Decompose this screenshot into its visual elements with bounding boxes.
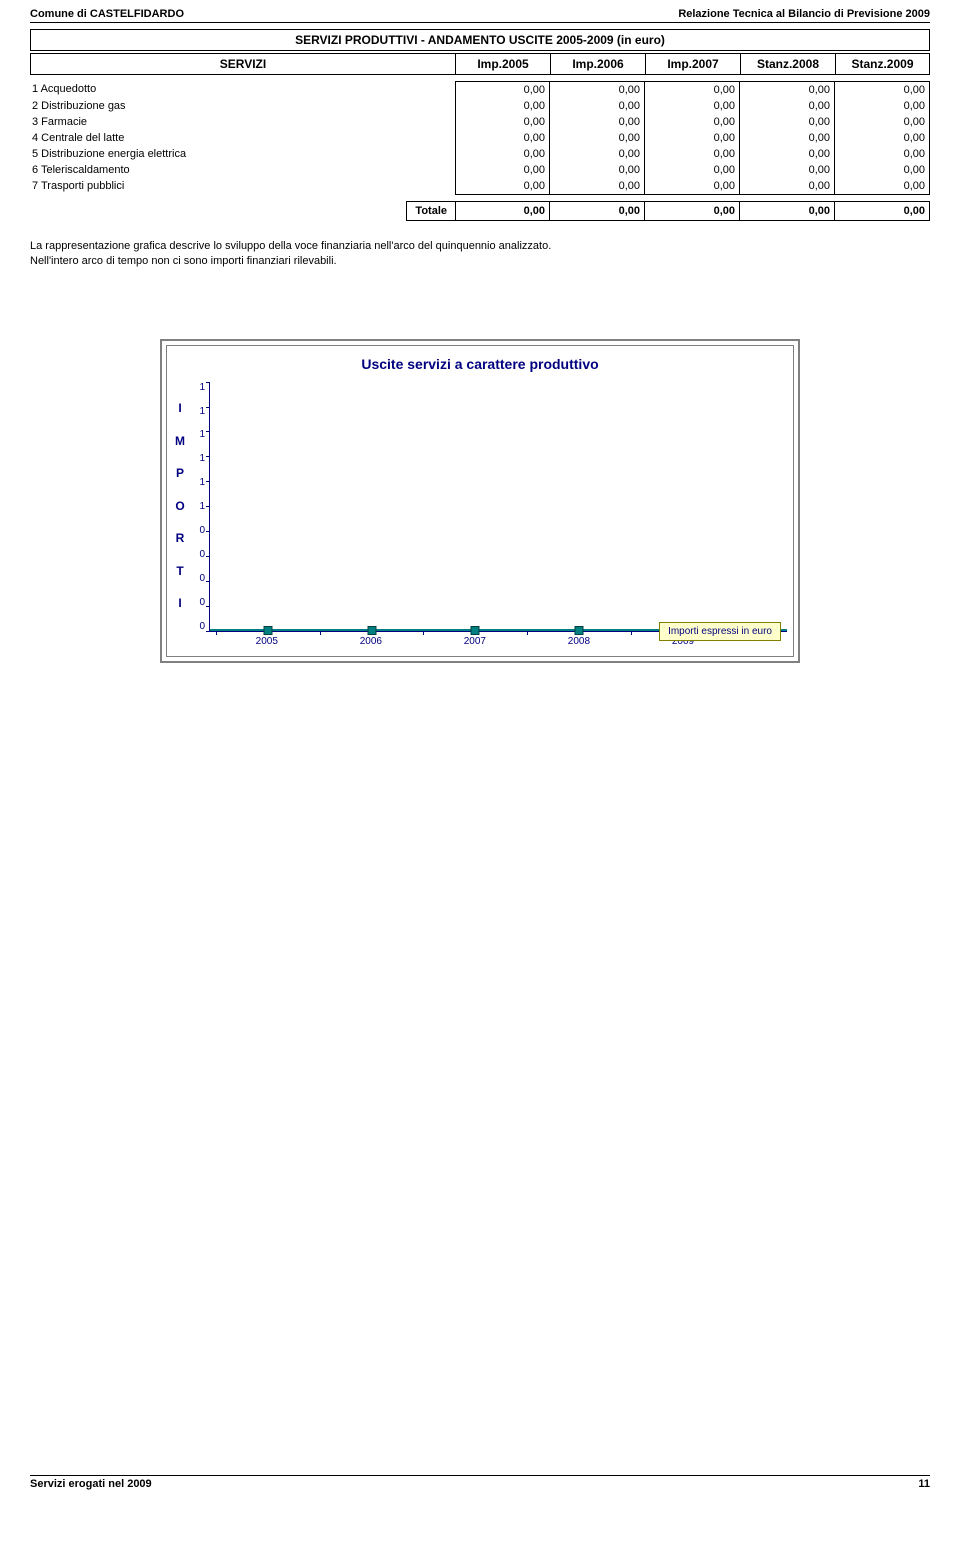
row-cell: 0,00 xyxy=(645,146,740,162)
x-tick-label: 2008 xyxy=(568,636,590,647)
total-row: Totale 0,00 0,00 0,00 0,00 0,00 xyxy=(30,201,930,221)
data-marker xyxy=(367,626,376,635)
row-cell: 0,00 xyxy=(550,98,645,114)
table-row: 3 Farmacie0,000,000,000,000,00 xyxy=(30,114,930,130)
total-cell-4: 0,00 xyxy=(835,201,930,221)
row-cell: 0,00 xyxy=(455,162,550,178)
row-label: 2 Distribuzione gas xyxy=(30,98,455,114)
x-tick-label: 2006 xyxy=(360,636,382,647)
row-cell: 0,00 xyxy=(835,81,930,98)
row-cell: 0,00 xyxy=(835,162,930,178)
row-cell: 0,00 xyxy=(835,178,930,195)
col-head-4: Stanz.2009 xyxy=(835,53,930,75)
row-cell: 0,00 xyxy=(740,81,835,98)
row-label: 7 Trasporti pubblici xyxy=(30,178,455,195)
note-line-1: La rappresentazione grafica descrive lo … xyxy=(30,239,930,254)
chart-title: Uscite servizi a carattere produttivo xyxy=(173,356,787,372)
data-marker xyxy=(575,626,584,635)
chart-container: Uscite servizi a carattere produttivo IM… xyxy=(160,339,800,663)
row-cell: 0,00 xyxy=(550,81,645,98)
row-cell: 0,00 xyxy=(740,178,835,195)
row-cell: 0,00 xyxy=(645,130,740,146)
row-cell: 0,00 xyxy=(645,162,740,178)
row-cell: 0,00 xyxy=(455,178,550,195)
row-cell: 0,00 xyxy=(455,130,550,146)
row-cell: 0,00 xyxy=(550,178,645,195)
note-block: La rappresentazione grafica descrive lo … xyxy=(30,239,930,269)
y-axis-ticks: 11111100000 xyxy=(191,382,205,650)
total-cell-3: 0,00 xyxy=(740,201,835,221)
row-cell: 0,00 xyxy=(835,114,930,130)
row-cell: 0,00 xyxy=(455,81,550,98)
col-head-0: Imp.2005 xyxy=(455,53,550,75)
row-label: 4 Centrale del latte xyxy=(30,130,455,146)
row-cell: 0,00 xyxy=(455,98,550,114)
row-cell: 0,00 xyxy=(550,130,645,146)
row-cell: 0,00 xyxy=(550,162,645,178)
data-marker xyxy=(471,626,480,635)
row-cell: 0,00 xyxy=(835,146,930,162)
header-right: Relazione Tecnica al Bilancio di Previsi… xyxy=(678,8,930,20)
row-cell: 0,00 xyxy=(550,114,645,130)
plot-area: Importi espressi in euro xyxy=(209,382,787,632)
col-head-1: Imp.2006 xyxy=(550,53,645,75)
row-label: 5 Distribuzione energia elettrica xyxy=(30,146,455,162)
table-header-row: SERVIZI Imp.2005 Imp.2006 Imp.2007 Stanz… xyxy=(30,53,930,75)
table-row: 2 Distribuzione gas0,000,000,000,000,00 xyxy=(30,98,930,114)
row-cell: 0,00 xyxy=(455,146,550,162)
footer-right: 11 xyxy=(918,1478,930,1490)
row-cell: 0,00 xyxy=(645,81,740,98)
legend-box: Importi espressi in euro xyxy=(659,622,781,641)
row-cell: 0,00 xyxy=(740,114,835,130)
col-head-3: Stanz.2008 xyxy=(740,53,835,75)
row-label: 1 Acquedotto xyxy=(30,81,455,98)
table-row: 6 Teleriscaldamento0,000,000,000,000,00 xyxy=(30,162,930,178)
data-marker xyxy=(263,626,272,635)
x-tick-label: 2007 xyxy=(464,636,486,647)
total-cell-0: 0,00 xyxy=(455,201,550,221)
row-cell: 0,00 xyxy=(550,146,645,162)
total-label: Totale xyxy=(406,201,455,221)
row-cell: 0,00 xyxy=(740,162,835,178)
footer-left: Servizi erogati nel 2009 xyxy=(30,1478,152,1490)
col-servizi: SERVIZI xyxy=(30,53,455,75)
total-cell-2: 0,00 xyxy=(645,201,740,221)
table-row: 4 Centrale del latte0,000,000,000,000,00 xyxy=(30,130,930,146)
row-cell: 0,00 xyxy=(645,114,740,130)
row-cell: 0,00 xyxy=(645,98,740,114)
x-tick-label: 2005 xyxy=(256,636,278,647)
total-cell-1: 0,00 xyxy=(550,201,645,221)
row-cell: 0,00 xyxy=(645,178,740,195)
row-cell: 0,00 xyxy=(740,146,835,162)
table-row: 7 Trasporti pubblici0,000,000,000,000,00 xyxy=(30,178,930,195)
row-label: 6 Teleriscaldamento xyxy=(30,162,455,178)
row-cell: 0,00 xyxy=(835,98,930,114)
table-title: SERVIZI PRODUTTIVI - ANDAMENTO USCITE 20… xyxy=(30,29,930,51)
y-axis-label: IMPORTI xyxy=(173,382,187,650)
row-cell: 0,00 xyxy=(740,130,835,146)
header-left: Comune di CASTELFIDARDO xyxy=(30,8,184,20)
table-row: 5 Distribuzione energia elettrica0,000,0… xyxy=(30,146,930,162)
col-head-2: Imp.2007 xyxy=(645,53,740,75)
row-label: 3 Farmacie xyxy=(30,114,455,130)
row-cell: 0,00 xyxy=(835,130,930,146)
note-line-2: Nell'intero arco di tempo non ci sono im… xyxy=(30,254,930,269)
table-row: 1 Acquedotto0,000,000,000,000,00 xyxy=(30,81,930,98)
row-cell: 0,00 xyxy=(740,98,835,114)
row-cell: 0,00 xyxy=(455,114,550,130)
